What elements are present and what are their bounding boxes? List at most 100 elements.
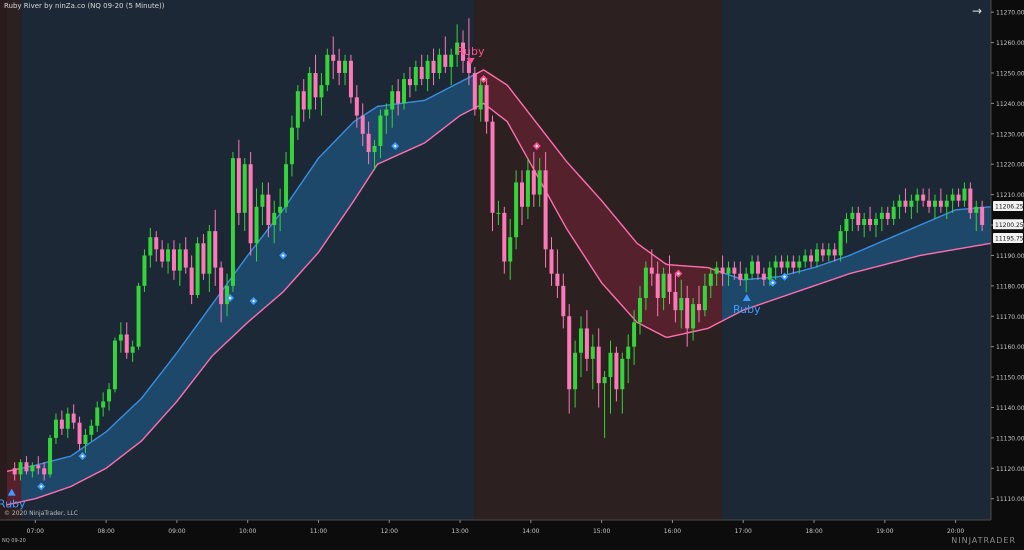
candle-body	[891, 206, 896, 219]
candle-body	[632, 322, 637, 347]
y-tick-label: 11260.00	[996, 40, 1024, 47]
copyright: © 2020 NinjaTrader, LLC	[4, 510, 78, 517]
candle-body	[667, 273, 672, 292]
candle-body	[561, 285, 566, 317]
lower-band-line	[21, 107, 475, 503]
candle-body	[136, 285, 141, 347]
arrow-right-icon[interactable]: →	[972, 4, 983, 18]
candle-body	[738, 273, 743, 280]
candle-body	[130, 346, 135, 353]
candle-body	[301, 91, 306, 110]
candle-body	[101, 401, 106, 408]
candle-body	[225, 285, 230, 305]
pullback-diamond-core	[482, 77, 486, 81]
candle-body	[455, 42, 460, 55]
y-tick-label: 11130.00	[996, 435, 1024, 442]
candle-body	[696, 304, 701, 311]
candle-body	[254, 206, 259, 244]
candle-body	[525, 170, 530, 207]
candle-body	[236, 158, 241, 213]
candle-body	[18, 462, 23, 475]
x-tick-label: 10:00	[239, 528, 256, 535]
candle-body	[466, 60, 471, 73]
y-tick-label: 11270.00	[996, 10, 1024, 17]
candle-body	[726, 267, 731, 274]
signal-label: Ruby	[733, 303, 761, 316]
candle-body	[12, 468, 17, 475]
candle-body	[360, 115, 365, 134]
candle-body	[396, 91, 401, 104]
river-band-fill	[474, 69, 722, 338]
x-tick-label: 18:00	[805, 528, 822, 535]
candle-body	[189, 267, 194, 295]
candle-body	[555, 273, 560, 286]
x-tick-label: 13:00	[451, 528, 468, 535]
candle-body	[413, 66, 418, 86]
x-tick-label: 19:00	[876, 528, 893, 535]
candle-body	[903, 200, 908, 207]
candle-body	[755, 261, 760, 274]
candle-body	[484, 85, 489, 122]
candle-body	[579, 328, 583, 353]
candle-body	[885, 212, 890, 219]
candle-body	[584, 328, 589, 359]
candle-body	[508, 237, 513, 262]
candle-body	[950, 194, 955, 201]
candle-body	[213, 231, 218, 268]
pullback-diamond-core	[252, 299, 256, 303]
candle-body	[602, 377, 607, 384]
candle-body	[708, 273, 713, 286]
candle-body	[366, 133, 371, 153]
x-tick-label: 09:00	[168, 528, 185, 535]
candle-body	[773, 261, 778, 268]
candle-body	[53, 419, 58, 438]
candle-body	[514, 182, 519, 238]
y-tick-label: 11170.00	[996, 314, 1024, 321]
candle-body	[472, 72, 477, 110]
candle-body	[242, 164, 247, 213]
pullback-diamond-core	[228, 296, 232, 300]
candle-body	[295, 91, 300, 128]
candle-body	[573, 352, 578, 390]
candle-body	[620, 358, 625, 390]
candle-body	[915, 194, 920, 201]
price-label: 11195.75	[995, 235, 1024, 242]
candle-body	[325, 54, 330, 86]
candle-body	[531, 170, 536, 195]
candle-body	[118, 334, 123, 341]
price-label-box	[993, 219, 1023, 230]
candle-body	[549, 249, 554, 274]
candle-body	[419, 66, 424, 80]
candle-body	[702, 285, 707, 311]
candle-body	[313, 72, 318, 98]
candle-body	[77, 422, 82, 444]
price-label: 11206.25	[995, 204, 1024, 211]
instrument-label: NQ 09-20	[2, 538, 26, 544]
candle-body	[59, 419, 64, 429]
candle-body	[289, 127, 294, 165]
x-tick-label: 20:00	[947, 528, 964, 535]
candle-body	[838, 231, 843, 256]
candle-body	[195, 243, 200, 295]
candle-body	[384, 109, 389, 116]
candle-body	[974, 206, 979, 213]
price-label-box	[993, 232, 1023, 243]
candle-body	[230, 158, 235, 286]
candle-body	[673, 291, 678, 311]
candle-body	[284, 164, 289, 207]
candle-body	[390, 91, 395, 110]
candle-body	[626, 346, 631, 359]
candle-body	[649, 267, 654, 274]
candle-body	[348, 60, 353, 98]
candle-body	[378, 115, 383, 146]
pullback-diamond-core	[81, 454, 85, 458]
time-axis-panel	[0, 520, 991, 546]
candle-body	[89, 425, 94, 435]
pullback-diamond-core	[393, 144, 397, 148]
candle-body	[643, 267, 648, 299]
pullback-diamond-core	[676, 272, 680, 276]
candle-body	[443, 54, 448, 67]
candle-body	[814, 249, 819, 262]
